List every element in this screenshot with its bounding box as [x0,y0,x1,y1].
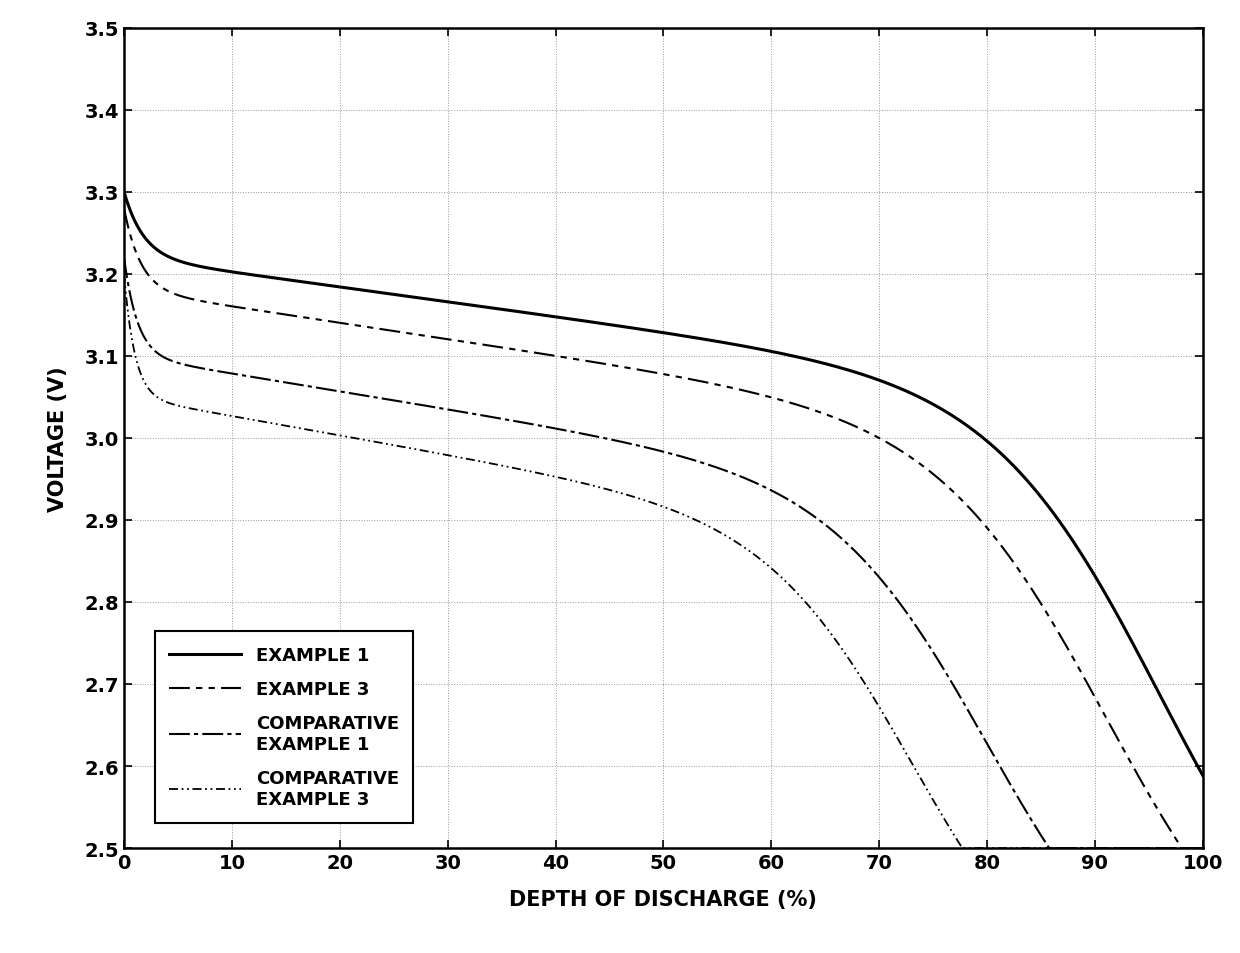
EXAMPLE 1 [613,321,627,333]
COMPARATIVE
EXAMPLE 3 [613,488,627,499]
Line: EXAMPLE 1: EXAMPLE 1 [124,193,1203,776]
EXAMPLE 1 [171,256,186,268]
COMPARATIVE
EXAMPLE 3 [1195,842,1210,854]
EXAMPLE 1 [966,425,981,436]
Y-axis label: VOLTAGE (V): VOLTAGE (V) [48,366,68,511]
EXAMPLE 3 [117,203,131,214]
COMPARATIVE
EXAMPLE 3 [955,842,970,854]
COMPARATIVE
EXAMPLE 3 [641,497,656,508]
COMPARATIVE
EXAMPLE 3 [1164,842,1179,854]
EXAMPLE 3 [1174,842,1189,854]
COMPARATIVE
EXAMPLE 1 [171,358,186,370]
EXAMPLE 3 [641,366,656,377]
COMPARATIVE
EXAMPLE 1 [117,253,131,264]
EXAMPLE 1 [1164,712,1179,723]
EXAMPLE 3 [171,291,186,302]
COMPARATIVE
EXAMPLE 1 [641,443,656,455]
COMPARATIVE
EXAMPLE 1 [613,436,627,448]
COMPARATIVE
EXAMPLE 3 [1164,842,1179,854]
COMPARATIVE
EXAMPLE 3 [117,269,131,280]
COMPARATIVE
EXAMPLE 1 [966,715,981,726]
EXAMPLE 1 [117,187,131,198]
EXAMPLE 1 [641,325,656,336]
EXAMPLE 3 [613,361,627,373]
X-axis label: DEPTH OF DISCHARGE (%): DEPTH OF DISCHARGE (%) [510,888,817,908]
COMPARATIVE
EXAMPLE 3 [171,401,186,413]
COMPARATIVE
EXAMPLE 1 [1042,842,1056,854]
COMPARATIVE
EXAMPLE 1 [1164,842,1179,854]
EXAMPLE 3 [1163,825,1178,837]
EXAMPLE 3 [1164,826,1179,838]
EXAMPLE 3 [966,507,981,518]
EXAMPLE 1 [1163,711,1178,722]
Line: COMPARATIVE
EXAMPLE 1: COMPARATIVE EXAMPLE 1 [124,258,1203,848]
COMPARATIVE
EXAMPLE 3 [966,842,981,854]
Legend: EXAMPLE 1, EXAMPLE 3, COMPARATIVE
EXAMPLE 1, COMPARATIVE
EXAMPLE 3: EXAMPLE 1, EXAMPLE 3, COMPARATIVE EXAMPL… [155,632,413,822]
Line: EXAMPLE 3: EXAMPLE 3 [124,209,1203,848]
Line: COMPARATIVE
EXAMPLE 3: COMPARATIVE EXAMPLE 3 [124,274,1203,848]
EXAMPLE 1 [1195,770,1210,781]
COMPARATIVE
EXAMPLE 1 [1164,842,1179,854]
EXAMPLE 3 [1195,842,1210,854]
COMPARATIVE
EXAMPLE 1 [1195,842,1210,854]
